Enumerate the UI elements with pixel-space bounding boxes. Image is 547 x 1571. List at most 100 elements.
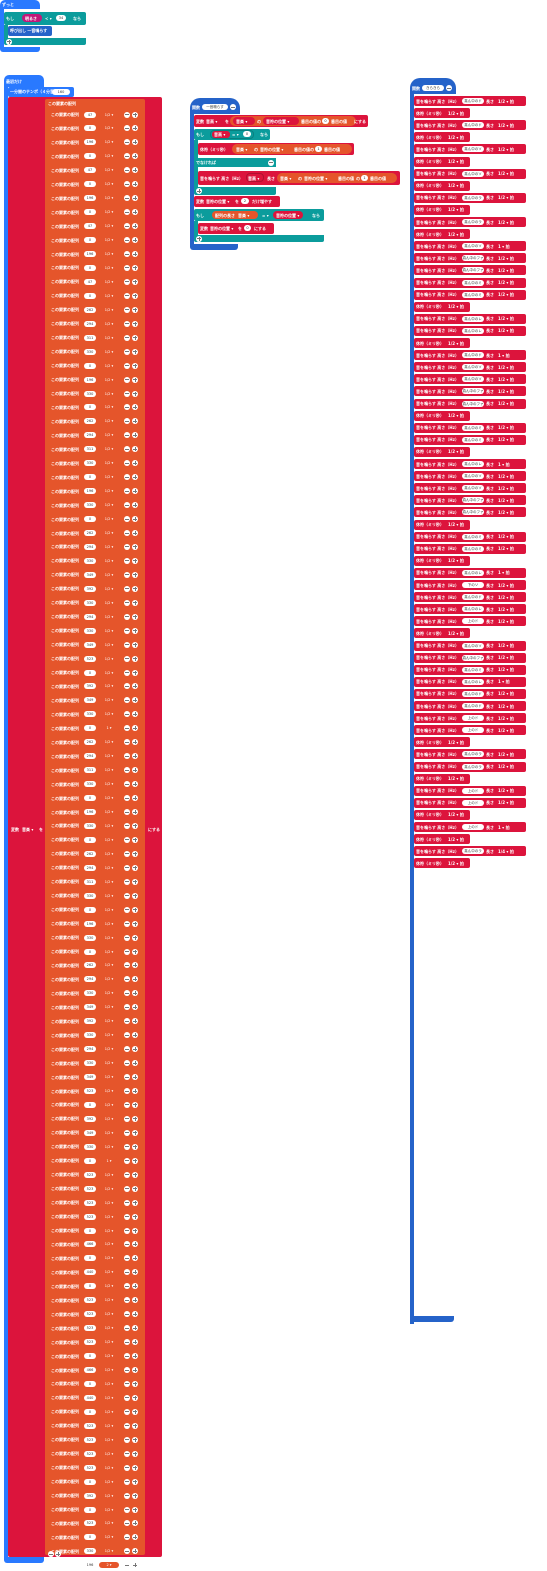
list-reporter-label[interactable]: 音楽 ▾ (236, 118, 248, 124)
remove-item-icon[interactable] (124, 795, 130, 802)
beat-dropdown[interactable]: 1/2 ▾ 拍 (498, 316, 514, 322)
list-item[interactable]: この要素の配列 330 1/2 ▾ (48, 989, 144, 999)
note-frequency-value[interactable]: 196 (84, 1562, 96, 1569)
note-duration-dropdown[interactable]: 1/2 ▾ (99, 906, 119, 913)
beat-dropdown[interactable]: 1/2 ▾ 拍 (498, 267, 514, 273)
list-item[interactable]: この要素の配列 330 1/2 ▾ (48, 891, 144, 901)
add-item-icon[interactable] (132, 1046, 138, 1053)
add-item-icon[interactable] (132, 264, 138, 271)
else-remove-icon[interactable] (268, 159, 274, 166)
list-item[interactable]: この要素の配列 523 1/2 ▾ (48, 1519, 144, 1529)
play-tone-block[interactable]: 音を鳴らす 高さ（Hz） 真ん中のソ 長さ 1/2 ▾ 拍 (414, 168, 526, 179)
add-item-icon[interactable] (132, 153, 138, 160)
list-item[interactable]: この要素の配列 523 1/2 ▾ (48, 1184, 144, 1194)
change-var-amount[interactable]: 2 (241, 198, 249, 204)
remove-item-icon[interactable] (124, 1422, 130, 1429)
remove-item-icon[interactable] (124, 864, 130, 871)
remove-item-icon[interactable] (124, 1297, 130, 1304)
note-duration-dropdown[interactable]: 1/2 ▾ (99, 1115, 119, 1122)
list-item[interactable]: この要素の配列 523 1/2 ▾ (48, 1463, 144, 1473)
index-offset[interactable]: 0 (322, 118, 329, 124)
add-item-icon[interactable] (132, 1129, 138, 1136)
note-duration-dropdown[interactable]: 1/2 ▾ (99, 1380, 119, 1387)
remove-item-icon[interactable] (124, 1325, 130, 1332)
add-item-icon[interactable] (132, 1380, 138, 1387)
list-item[interactable]: この要素の配列 0 1/2 ▾ (48, 835, 144, 845)
note-duration-dropdown[interactable]: 1/2 ▾ (99, 1046, 119, 1053)
play-tone-block[interactable]: 音を鳴らす 高さ（Hz） 真ん中のド 長さ 1/2 ▾ 拍 (414, 592, 526, 603)
note-frequency-value[interactable]: 392 (84, 1115, 96, 1122)
play-tone-block[interactable]: 音を鳴らす 高さ（Hz） 真ん中のレ 長さ 1 ▾ 拍 (414, 676, 526, 687)
on-start-hat[interactable] (4, 75, 44, 87)
note-frequency-value[interactable]: 0 (84, 906, 96, 913)
beat-dropdown[interactable]: 1/2 ▾ 拍 (498, 667, 514, 673)
note-picker[interactable]: 真ん中のミ (462, 436, 484, 443)
note-duration-dropdown[interactable]: 1/2 ▾ (99, 223, 119, 230)
add-item-icon[interactable] (132, 543, 138, 550)
rest-block[interactable]: 休符（ミリ秒） 1/2 ▾ 拍 (414, 737, 470, 748)
play-tone-block[interactable]: 音を鳴らす 高さ（Hz） 真ん中のファ 長さ 1/2 ▾ 拍 (414, 386, 526, 397)
note-picker[interactable]: 真ん中のレ (462, 315, 484, 322)
note-duration-dropdown[interactable]: 1/2 ▾ (99, 1101, 119, 1108)
add-item-icon[interactable] (132, 878, 138, 885)
play-tone-block[interactable]: 音を鳴らす 高さ（Hz） 真ん中のファ 長さ 1/2 ▾ 拍 (414, 495, 526, 506)
set-var-name[interactable]: 音楽 ▾ (22, 827, 34, 832)
index-reporter-label[interactable]: 音符の位置 ▾ (266, 118, 290, 124)
play-tone-block[interactable]: 音を鳴らす 高さ（Hz） 真ん中のミ 長さ 1/2 ▾ 拍 (414, 543, 526, 554)
remove-item-icon[interactable] (124, 139, 130, 146)
note-frequency-value[interactable]: 392 (84, 683, 96, 690)
note-duration-dropdown[interactable]: 1/2 ▾ (99, 1074, 119, 1081)
add-item-icon[interactable] (132, 962, 138, 969)
note-duration-dropdown[interactable]: 1/2 ▾ (99, 962, 119, 969)
note-frequency-value[interactable]: 196 (84, 809, 96, 815)
add-item-icon[interactable] (132, 446, 138, 453)
list-item[interactable]: この要素の配列 0 1/2 ▾ (48, 1352, 144, 1362)
list-item[interactable]: この要素の配列 392 1/2 ▾ (48, 682, 144, 692)
rest-block[interactable]: 休符（ミリ秒） 1/2 ▾ 拍 (414, 809, 470, 820)
remove-item-icon[interactable] (124, 1241, 130, 1248)
note-frequency-value[interactable]: 262 (84, 739, 96, 746)
note-frequency-value[interactable]: 330 (84, 390, 96, 397)
note-frequency-value[interactable]: 330 (84, 711, 96, 718)
note-picker[interactable]: 真ん中のファ (462, 654, 484, 661)
tempo-block[interactable] (8, 87, 74, 97)
play-tone-block[interactable]: 音を鳴らす 高さ（Hz） 真ん中のミ 長さ 1/2 ▾ 拍 (414, 422, 526, 433)
add-item-icon[interactable] (132, 934, 138, 941)
remove-item-icon[interactable] (124, 1255, 130, 1262)
add-item-icon[interactable] (132, 1353, 138, 1360)
play-var-reporter[interactable] (246, 173, 264, 182)
note-picker[interactable]: 上のド (462, 715, 484, 722)
remove-item-icon[interactable] (124, 1353, 130, 1360)
list-item[interactable]: この要素の配列 311 1/2 ▾ (48, 877, 144, 887)
note-frequency-value[interactable]: 330 (84, 934, 96, 941)
remove-item-icon[interactable] (124, 1046, 130, 1053)
note-duration-dropdown[interactable]: 1/2 ▾ (99, 1478, 119, 1485)
note-frequency-value[interactable]: 330 (84, 460, 96, 467)
add-item-icon[interactable] (132, 181, 138, 188)
beat-dropdown[interactable]: 1/2 ▾ 拍 (498, 497, 514, 503)
note-picker[interactable]: 真ん中のラ (462, 848, 484, 855)
add-item-icon[interactable] (132, 697, 138, 704)
note-duration-dropdown[interactable]: 1/2 ▾ (99, 516, 119, 523)
list-item[interactable]: この要素の配列 262 1/2 ▾ (48, 305, 144, 315)
if-rest-var-reporter[interactable] (212, 131, 230, 138)
on-start-block[interactable]: 最初だけ 一分間のテンポ（４分音符） 160 変数 音楽 ▾ を にする この要… (4, 75, 162, 1569)
list-item[interactable]: この要素の配列 330 1/2 ▾ (48, 347, 144, 357)
add-item-icon[interactable] (132, 320, 138, 327)
remove-item-icon[interactable] (124, 320, 130, 327)
beat-dropdown[interactable]: 1/2 ▾ 拍 (498, 727, 514, 733)
note-duration-dropdown[interactable]: 1/2 ▾ (99, 1129, 119, 1136)
list-item[interactable]: この要素の配列 523 1/2 ▾ (48, 1170, 144, 1180)
remove-item-icon[interactable] (124, 739, 130, 746)
remove-item-icon[interactable] (124, 1492, 130, 1499)
note-frequency-value[interactable]: 294 (84, 864, 96, 871)
note-frequency-value[interactable]: 523 (84, 1088, 96, 1094)
list-item[interactable]: この要素の配列 294 1/2 ▾ (48, 431, 144, 441)
remove-item-icon[interactable] (124, 292, 130, 299)
play-tone-block[interactable]: 音を鳴らす 高さ（Hz） 下のソ 長さ 1/2 ▾ 拍 (414, 580, 526, 590)
rest-block[interactable]: 休符（ミリ秒） 1/2 ▾ 拍 (414, 773, 470, 784)
list-item[interactable]: この要素の配列 330 1/2 ▾ (48, 1547, 144, 1557)
remove-item-icon[interactable] (124, 1436, 130, 1443)
add-item-icon[interactable] (132, 1339, 138, 1346)
note-frequency-value[interactable]: 0 (84, 1478, 96, 1485)
